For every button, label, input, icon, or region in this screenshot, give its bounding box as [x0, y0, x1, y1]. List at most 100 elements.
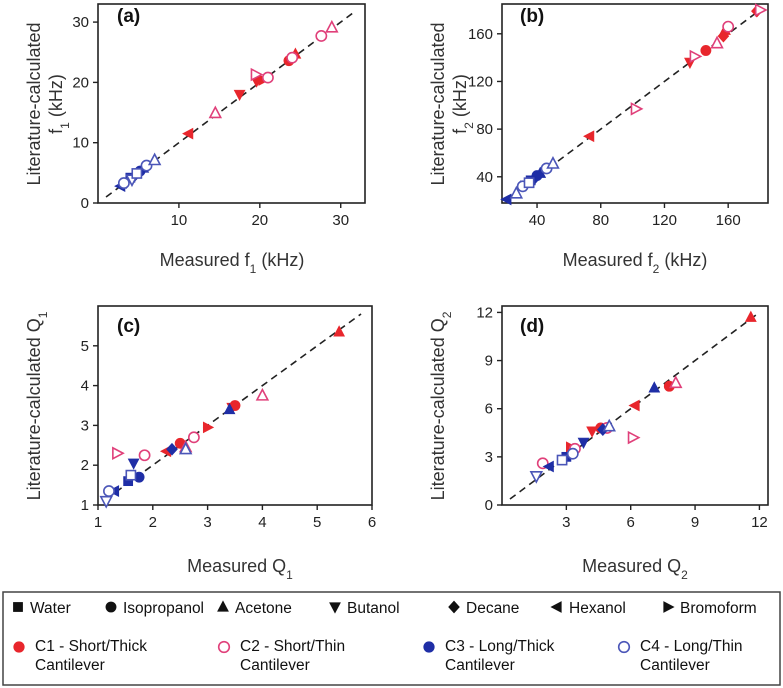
data-point: [710, 35, 724, 49]
x-tick-label: 9: [691, 514, 699, 531]
data-point: [127, 458, 140, 470]
legend-group-c4: C4 - Long/Thin Cantilever: [617, 638, 743, 674]
x-axis-label: Measured f1 (kHz): [160, 250, 305, 276]
x-tick-label: 12: [751, 514, 768, 531]
x-tick-label: 6: [368, 514, 376, 531]
y-tick-label: 2: [81, 457, 89, 474]
x-tick-label: 30: [332, 212, 349, 229]
y-tick-label: 3: [81, 417, 89, 434]
legend-label: Acetone: [235, 600, 292, 617]
legend-item-water: Water: [13, 600, 71, 617]
panel-label: (c): [117, 316, 140, 337]
legend-group-sublabel: Cantilever: [445, 657, 515, 674]
x-axis-label: Measured f2 (kHz): [563, 250, 708, 276]
data-point: [577, 437, 590, 449]
legend-group-label: C4 - Long/Thin: [640, 638, 743, 655]
legend-marker-decane: [448, 600, 460, 614]
data-point: [669, 375, 683, 389]
x-tick-label: 40: [529, 212, 546, 229]
data-point: [630, 102, 644, 116]
y-tick-label: 160: [468, 26, 493, 43]
y-tick-label: 1: [81, 497, 89, 514]
data-point: [202, 421, 215, 434]
y-tick-label: 20: [72, 74, 89, 91]
svg-text:f1 (kHz): f1 (kHz): [46, 74, 72, 134]
data-point: [315, 30, 328, 42]
legend-marker-c2: [217, 640, 231, 654]
legend-group-sublabel: Cantilever: [240, 657, 310, 674]
legend-marker-acetone: [217, 600, 229, 612]
data-point: [103, 485, 115, 498]
legend-group-label: C1 - Short/Thick: [35, 638, 147, 655]
legend-marker-hexanol: [550, 601, 562, 613]
scatter-panel-2: 40 80 120 160 40 80 120 160 Measured f2 (kHz) Lit…: [428, 3, 769, 276]
legend-group-c1: C1 - Short/Thick Cantilever: [13, 638, 147, 674]
data-point: [556, 454, 568, 466]
legend-marker-c4: [617, 640, 631, 654]
legend-item-hexanol: Hexanol: [550, 600, 626, 617]
data-point: [529, 470, 544, 484]
plot-frame: [97, 3, 366, 204]
legend-label: Isopropanol: [123, 600, 204, 617]
x-tick-label: 6: [627, 514, 635, 531]
y-tick-label: 10: [72, 135, 89, 152]
panel-label: (a): [117, 6, 140, 27]
data-point: [178, 441, 193, 455]
x-tick-label: 20: [251, 212, 268, 229]
legend-label: Bromoform: [680, 600, 757, 617]
y-axis-label: Literature-calculated Q2: [428, 311, 454, 500]
legend-marker-water: [13, 602, 23, 612]
data-point: [546, 156, 560, 169]
x-tick-label: 3: [203, 514, 211, 531]
y-axis-label: Literature-calculated Q1: [24, 311, 50, 500]
legend-label: Butanol: [347, 600, 400, 617]
data-point: [147, 152, 162, 166]
data-point: [689, 49, 703, 64]
y-axis-label: Literature-calculated f2 (kHz): [428, 22, 476, 185]
legend-marker-isopropanol: [105, 601, 117, 613]
data-point: [627, 430, 641, 445]
data-point: [333, 325, 346, 337]
svg-text:Literature-calculated Q2: Literature-calculated Q2: [428, 311, 454, 500]
data-point: [523, 177, 535, 189]
data-point: [509, 185, 524, 199]
legend-label: Decane: [466, 600, 519, 617]
data-point: [325, 19, 339, 33]
legend-label: Hexanol: [569, 600, 626, 617]
data-point: [125, 469, 137, 481]
legend-marker-butanol: [329, 602, 341, 614]
data-point: [255, 387, 270, 401]
data-point: [187, 431, 200, 444]
data-point: [117, 177, 130, 190]
plot-frame: [97, 305, 373, 506]
x-tick-label: 1: [94, 514, 102, 531]
y-axis-label: Literature-calculated f1 (kHz): [24, 22, 72, 185]
data-point: [99, 495, 113, 509]
data-point: [138, 449, 151, 462]
data-point: [700, 45, 712, 56]
data-point: [583, 130, 595, 143]
y-tick-label: 6: [485, 401, 493, 418]
legend-label: Water: [30, 600, 71, 617]
data-point: [754, 3, 768, 17]
y-tick-label: 12: [476, 304, 493, 321]
x-tick-label: 4: [258, 514, 266, 531]
y-tick-label: 80: [476, 121, 493, 138]
x-tick-label: 5: [313, 514, 321, 531]
legend-box: [2, 591, 781, 686]
data-point: [208, 105, 223, 119]
data-point: [166, 442, 178, 456]
scatter-panel-4: 3 6 9 12 0 3 6 9 12 Measured Q2 Literature-calcula…: [428, 304, 769, 582]
data-point: [648, 381, 661, 393]
svg-text:Literature-calculated: Literature-calculated: [428, 22, 448, 185]
x-tick-label: 3: [562, 514, 570, 531]
data-point: [628, 399, 640, 412]
scatter-panel-1: 10 20 30 0 10 20 30 Measured f1 (kHz) Literature…: [24, 3, 366, 276]
x-axis-label: Measured Q1: [187, 556, 293, 582]
legend-group-label: C3 - Long/Thick: [445, 638, 555, 655]
x-tick-label: 2: [149, 514, 157, 531]
y-tick-label: 0: [485, 497, 493, 514]
data-point: [722, 20, 735, 33]
y-tick-label: 3: [485, 449, 493, 466]
